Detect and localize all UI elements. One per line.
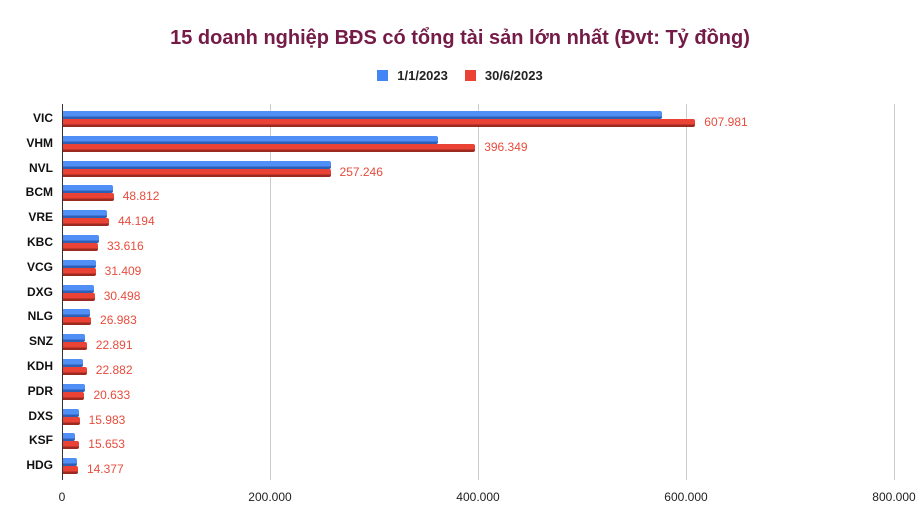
y-category-label: DXG	[26, 284, 53, 299]
data-label: 607.981	[704, 115, 748, 129]
data-label: 30.498	[103, 288, 141, 303]
y-category-label: PDR	[27, 383, 53, 398]
y-category-label: VHM	[26, 135, 53, 150]
y-category-label: VIC	[32, 111, 53, 125]
y-category-label: KBC	[27, 235, 53, 249]
data-label: 26.983	[100, 313, 137, 328]
bar-kdh-start[interactable]	[63, 359, 83, 367]
bar-bcm-end[interactable]	[63, 193, 114, 202]
bar-vcg-start[interactable]	[63, 259, 96, 268]
x-tick-label: 600.000	[664, 490, 708, 504]
chart-legend: 1/1/2023 30/6/2023	[0, 68, 920, 83]
legend-swatch-red	[464, 70, 476, 81]
bar-dxg-start[interactable]	[63, 284, 94, 293]
bar-snz-start[interactable]	[63, 334, 86, 343]
x-tick-label: 0	[58, 490, 66, 504]
legend-swatch-blue	[377, 70, 389, 81]
gridline	[894, 104, 895, 480]
legend-item-1-1-2023[interactable]: 1/1/2023	[377, 68, 448, 83]
bar-vre-start[interactable]	[63, 210, 108, 219]
bar-vhm-start[interactable]	[63, 135, 438, 144]
y-category-label: NVL	[29, 160, 53, 175]
bar-vic-start[interactable]	[63, 111, 663, 119]
plot-area: 607.981 396.349 257.246 48.812 44.194 33.616 3…	[62, 104, 895, 480]
chart-title: 15 doanh nghiệp BĐS có tổng tài sản lớn …	[170, 27, 750, 49]
y-category-label: VRE	[28, 210, 53, 225]
y-category-label: DXS	[28, 408, 53, 423]
bar-dxs-end[interactable]	[63, 416, 80, 425]
y-category-label: VCG	[26, 259, 53, 274]
bar-dxg-end[interactable]	[63, 292, 95, 301]
data-label: 48.812	[122, 189, 160, 204]
gridline	[478, 104, 479, 480]
y-category-label: NLG	[27, 309, 53, 324]
y-category-label: SNZ	[29, 334, 53, 349]
bar-ksf-end[interactable]	[63, 441, 80, 450]
gridline	[686, 104, 687, 480]
bar-vhm-end[interactable]	[63, 143, 476, 152]
bar-pdr-start[interactable]	[63, 383, 86, 392]
data-label: 257.246	[339, 164, 383, 179]
data-label: 22.891	[95, 338, 133, 353]
bar-vcg-end[interactable]	[63, 267, 96, 276]
bar-kbc-end[interactable]	[63, 243, 98, 251]
bar-nlg-end[interactable]	[63, 317, 92, 326]
data-label: 15.983	[88, 412, 126, 427]
x-tick-label: 800.000	[872, 490, 916, 504]
bar-vic-end[interactable]	[63, 119, 696, 127]
bar-nvl-end[interactable]	[63, 168, 331, 177]
data-label: 20.633	[93, 387, 131, 402]
data-label: 22.882	[95, 363, 133, 377]
bar-hdg-end[interactable]	[63, 466, 78, 475]
bar-kbc-start[interactable]	[63, 235, 99, 243]
bar-hdg-start[interactable]	[63, 458, 78, 467]
legend-item-30-6-2023[interactable]: 30/6/2023	[464, 68, 543, 83]
bar-vre-end[interactable]	[63, 218, 109, 227]
data-label: 14.377	[86, 462, 124, 477]
bar-snz-end[interactable]	[63, 342, 87, 351]
data-label: 396.349	[484, 139, 528, 154]
bar-kdh-end[interactable]	[63, 367, 87, 375]
data-label: 31.409	[104, 263, 142, 278]
y-category-label: BCM	[25, 185, 53, 200]
legend-label: 30/6/2023	[484, 68, 543, 83]
y-axis-line	[62, 104, 63, 480]
x-tick-label: 400.000	[456, 490, 500, 504]
gridline	[270, 104, 271, 480]
y-category-label: KSF	[29, 433, 53, 448]
data-label: 33.616	[106, 239, 144, 253]
bar-nlg-start[interactable]	[63, 309, 91, 318]
x-tick-label: 200.000	[248, 490, 292, 504]
bar-dxs-start[interactable]	[63, 408, 80, 417]
legend-label: 1/1/2023	[397, 68, 448, 83]
bar-pdr-end[interactable]	[63, 391, 85, 400]
y-category-label: HDG	[26, 458, 53, 473]
data-label: 15.653	[88, 437, 125, 452]
bar-nvl-start[interactable]	[63, 160, 332, 169]
data-label: 44.194	[117, 214, 155, 229]
bar-bcm-start[interactable]	[63, 185, 114, 194]
bar-ksf-start[interactable]	[63, 433, 76, 442]
y-category-label: KDH	[27, 359, 53, 373]
